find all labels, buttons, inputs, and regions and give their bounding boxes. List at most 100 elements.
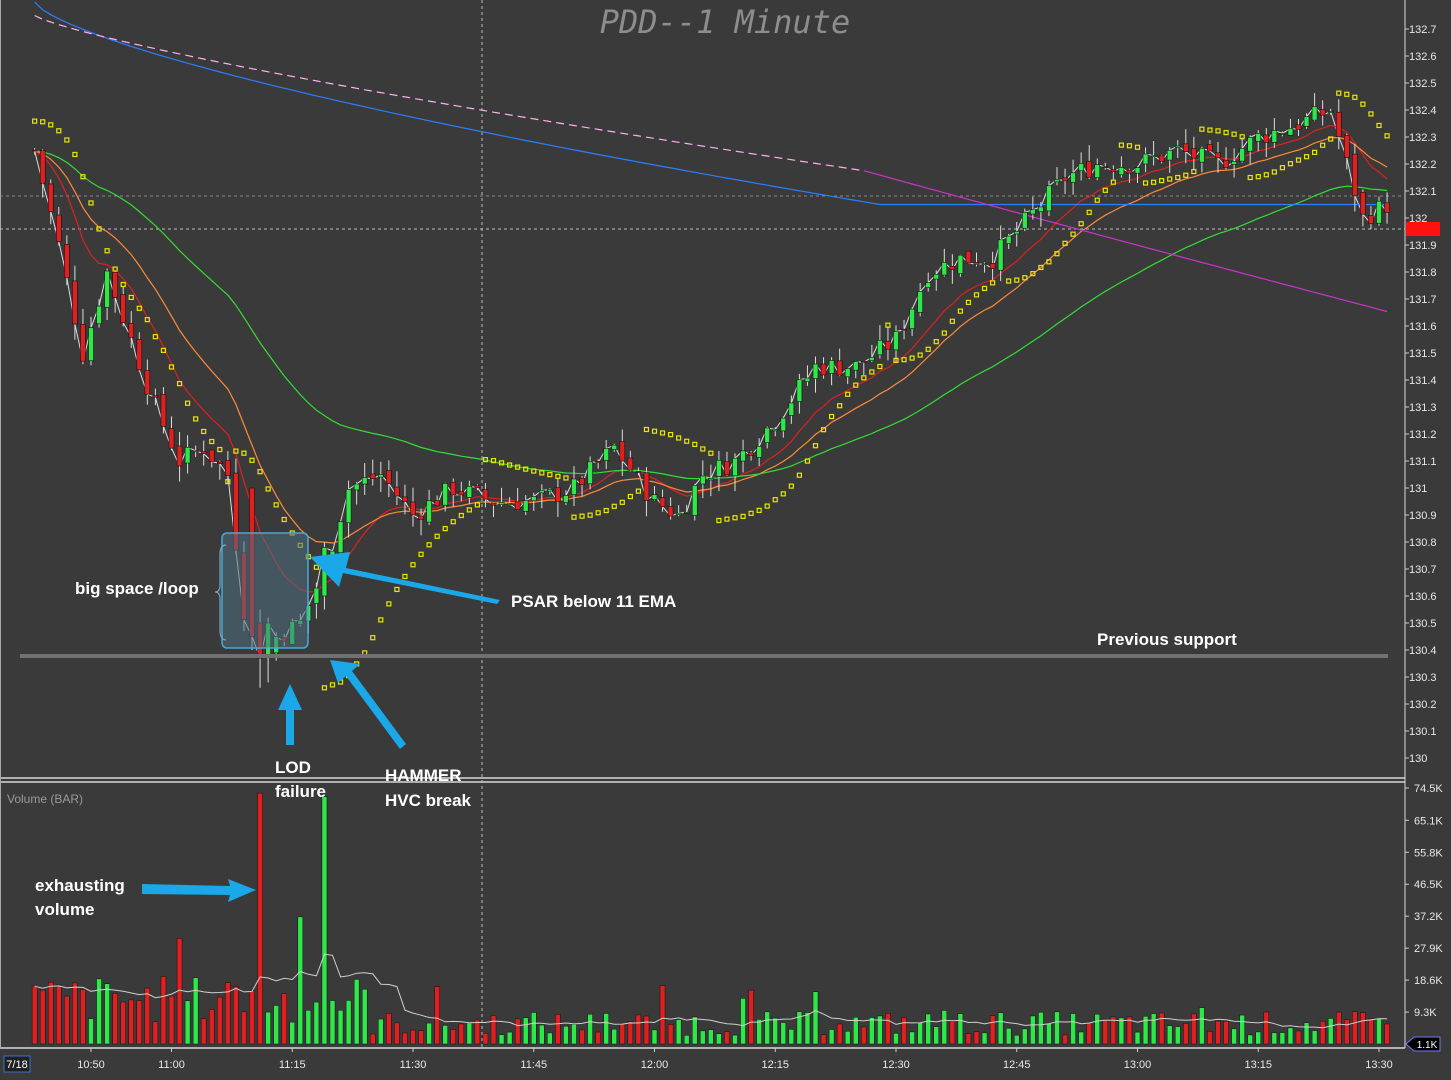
volume-bar xyxy=(257,792,263,1045)
psar-dot xyxy=(120,281,126,288)
psar-dot xyxy=(1247,174,1253,181)
date-badge[interactable] xyxy=(3,1055,31,1073)
psar-dot xyxy=(209,438,215,445)
big-space-box xyxy=(221,532,309,649)
candle-body xyxy=(1279,133,1286,135)
price-tick-label: 132.5 xyxy=(1409,78,1437,90)
psar-dot xyxy=(941,330,947,336)
psar-dot xyxy=(1255,174,1261,180)
last-volume-marker[interactable] xyxy=(1405,1036,1441,1052)
candle-body xyxy=(675,512,682,516)
volume-bar xyxy=(1142,1016,1149,1045)
psar-dot xyxy=(152,334,158,340)
psar-dot xyxy=(507,462,513,468)
psar-dot xyxy=(233,448,239,454)
volume-bar xyxy=(812,991,819,1045)
price-tick-label: 132.2 xyxy=(1409,159,1437,171)
psar-dot xyxy=(418,551,424,557)
time-tick-label: 11:00 xyxy=(158,1059,185,1071)
psar-dot xyxy=(104,248,110,254)
candle-body xyxy=(426,500,432,523)
volume-bar xyxy=(1191,1013,1197,1045)
psar-dot xyxy=(458,512,464,519)
candle-body xyxy=(1166,149,1173,161)
volume-bar xyxy=(152,1021,159,1045)
psar-dot xyxy=(56,128,62,134)
candle-body xyxy=(1207,144,1213,152)
brace-icon xyxy=(214,544,227,641)
volume-bar xyxy=(410,1029,416,1045)
volume-bar xyxy=(209,1009,215,1045)
psar-dot xyxy=(861,375,867,381)
price-tick-label: 132.1 xyxy=(1409,186,1437,198)
last-price-marker[interactable] xyxy=(1406,222,1440,236)
candle-body xyxy=(458,491,465,496)
psar-dot xyxy=(1352,94,1358,100)
volume-bar xyxy=(1279,1032,1286,1045)
volume-bar xyxy=(442,1025,448,1045)
candle-body xyxy=(1086,160,1092,178)
candle-body xyxy=(796,379,803,402)
psar-dot xyxy=(144,317,150,323)
volume-bar xyxy=(39,989,46,1045)
psar-dot xyxy=(1070,231,1076,237)
volume-bar xyxy=(361,988,368,1045)
volume-bar xyxy=(1215,1020,1221,1045)
volume-bar xyxy=(611,1028,617,1045)
volume-bar xyxy=(997,1012,1004,1045)
volume-bar xyxy=(716,1033,722,1045)
volume-tick-label: 18.6K xyxy=(1414,975,1443,987)
volume-bar xyxy=(965,1033,972,1045)
candle-body xyxy=(168,428,175,449)
candle-body xyxy=(997,239,1004,271)
candle-body xyxy=(112,271,118,299)
psar-dot xyxy=(136,305,142,311)
volume-bar xyxy=(772,1017,778,1045)
psar-dot xyxy=(168,364,175,370)
volume-bar xyxy=(659,985,666,1045)
candle-body xyxy=(683,511,690,514)
candle-body xyxy=(1013,231,1020,235)
volume-panel-title: Volume (BAR) xyxy=(7,792,83,806)
volume-bar xyxy=(796,1011,803,1045)
candle-body xyxy=(1384,202,1390,213)
volume-tick-label: 46.5K xyxy=(1414,879,1443,891)
price-tick-label: 130.4 xyxy=(1409,645,1437,657)
volume-bar xyxy=(394,1022,400,1045)
psar-dot xyxy=(378,617,384,623)
time-tick-label: 13:30 xyxy=(1365,1059,1393,1071)
candle-body xyxy=(1255,133,1262,142)
annotation-volume: volume xyxy=(35,900,95,919)
psar-dot xyxy=(1344,91,1350,97)
volume-tick-label: 27.9K xyxy=(1414,943,1443,955)
candle-body xyxy=(1360,192,1366,215)
psar-dot xyxy=(1287,161,1294,167)
psar-dot xyxy=(772,497,778,503)
candle-body xyxy=(47,183,54,212)
price-tick-label: 131.3 xyxy=(1409,402,1437,414)
candle-body xyxy=(1247,137,1253,152)
psar-dot xyxy=(579,513,585,519)
candle-body xyxy=(885,340,891,350)
psar-dot xyxy=(442,526,448,532)
candle-body xyxy=(514,501,521,510)
psar-dot xyxy=(40,119,46,125)
volume-bar xyxy=(1078,1031,1084,1045)
price-tick-label: 132.4 xyxy=(1409,105,1437,117)
volume-bar xyxy=(764,1011,770,1045)
candle-body xyxy=(104,270,110,308)
psar-dot xyxy=(828,413,835,420)
volume-bar xyxy=(1118,1017,1125,1045)
volume-bar xyxy=(973,1031,980,1045)
volume-bar xyxy=(804,1012,811,1045)
candle-body xyxy=(611,444,618,450)
volume-bar xyxy=(474,1019,481,1045)
psar-dot xyxy=(820,427,827,433)
price-tick-label: 131.1 xyxy=(1409,456,1437,468)
volume-bar xyxy=(297,916,304,1045)
volume-bar xyxy=(1255,1031,1261,1045)
candle-body xyxy=(1223,159,1229,168)
candle-body xyxy=(732,457,738,477)
time-tick-label: 11:30 xyxy=(400,1059,427,1071)
psar-dot xyxy=(329,682,336,688)
